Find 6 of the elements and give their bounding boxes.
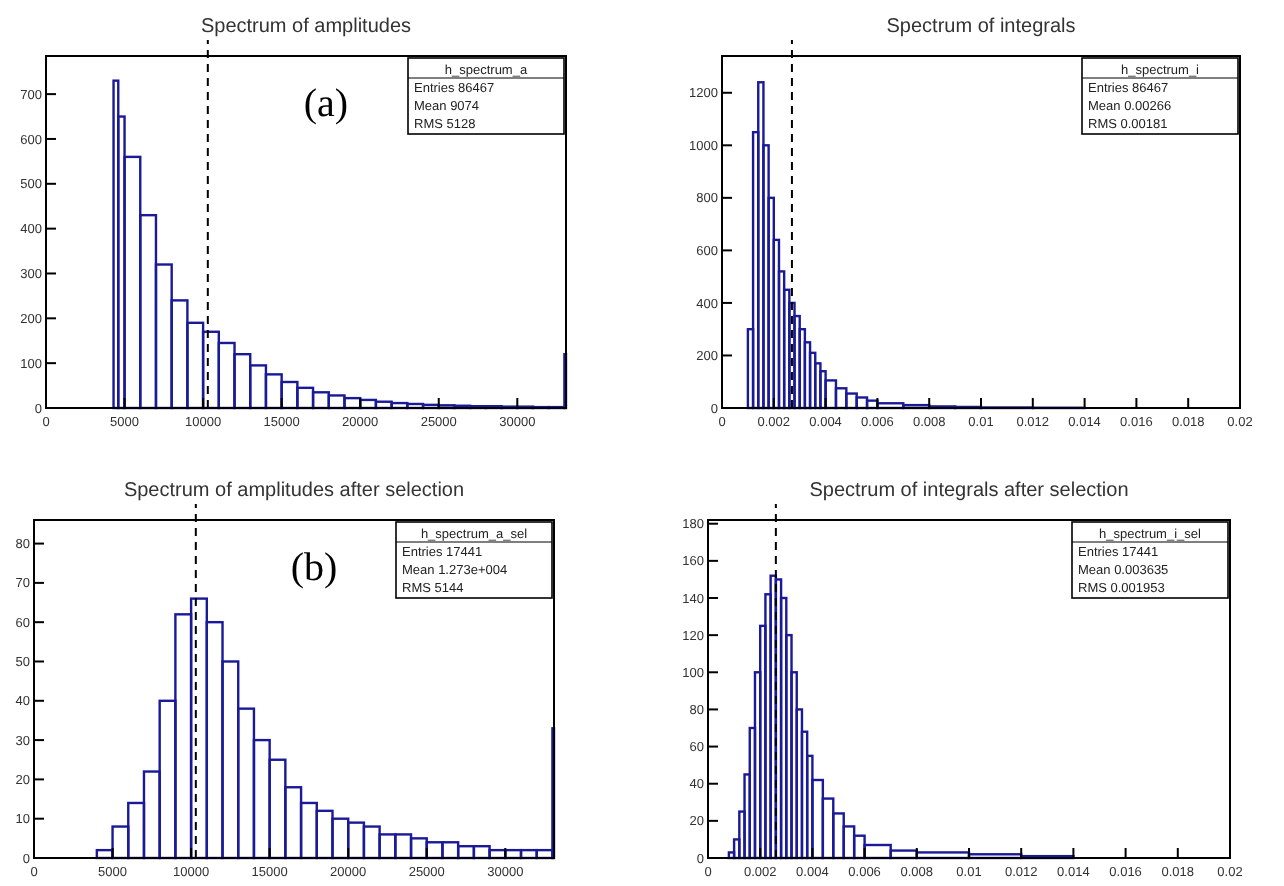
chart-title: Spectrum of amplitudes	[200, 16, 412, 38]
annotation: (b)	[290, 546, 338, 590]
chart-title: Spectrum of integrals	[886, 16, 1076, 38]
annotation: (a)	[303, 82, 349, 126]
chart-title: Spectrum of integrals after selection	[809, 480, 1129, 502]
chart-title: Spectrum of amplitudes after selection	[123, 480, 465, 502]
